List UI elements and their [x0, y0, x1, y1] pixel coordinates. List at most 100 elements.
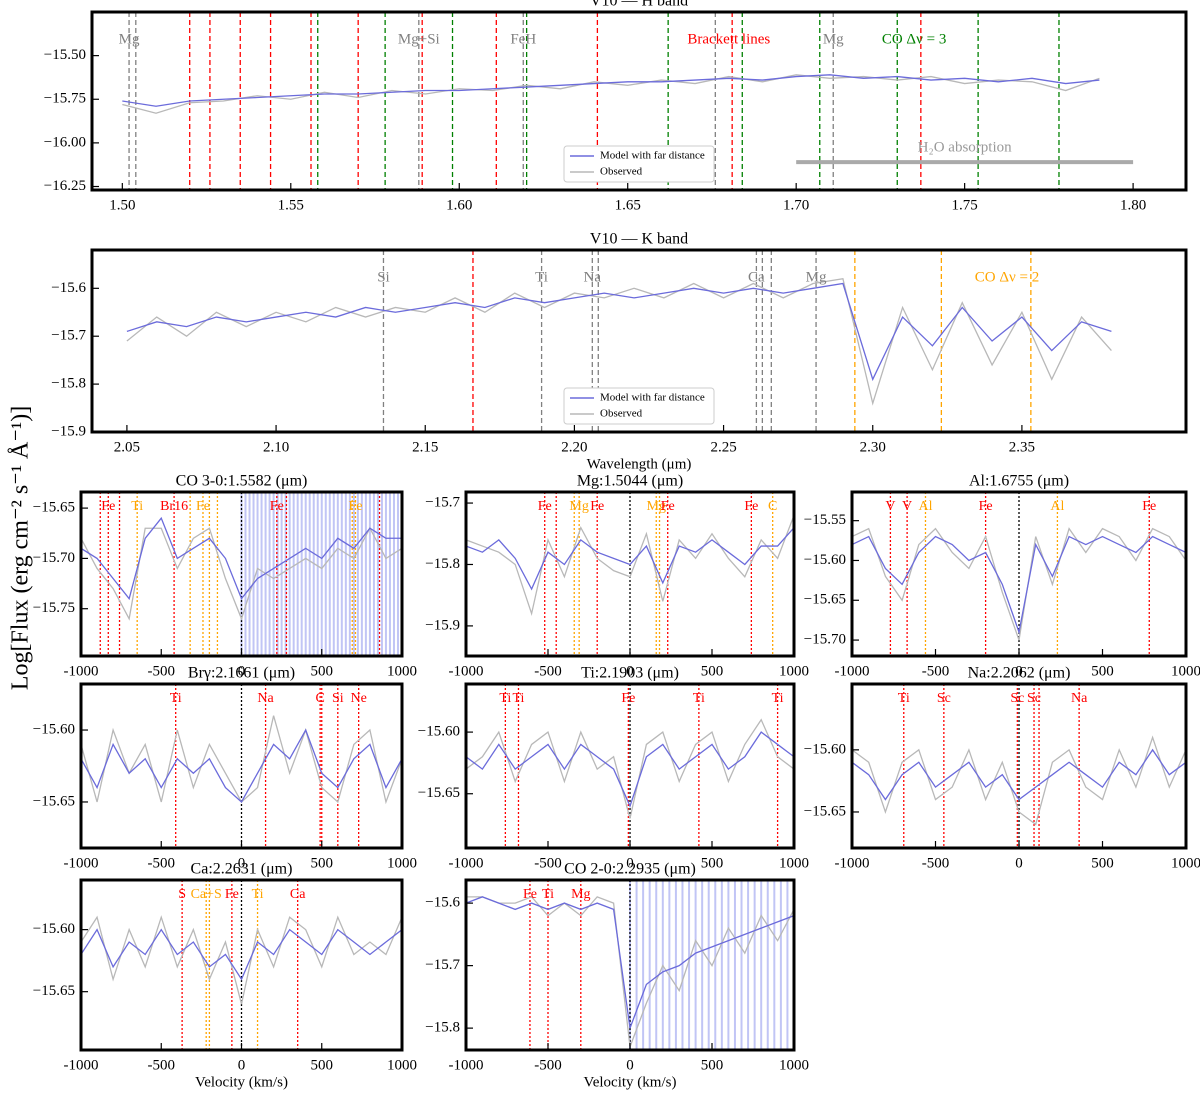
x-tick-label: 1000 [779, 663, 809, 679]
spectrum-line [81, 928, 402, 981]
axes-frame [79, 490, 404, 658]
spectrum-line [81, 526, 402, 621]
y-tick-label: −15.75 [44, 91, 86, 107]
x-tick-label: 1000 [1171, 855, 1200, 871]
y-tick-label: −15.60 [804, 741, 846, 757]
line-label: Ti [170, 691, 182, 706]
y-tick-label: −15.65 [33, 793, 75, 809]
spectrum-line [81, 728, 402, 803]
legend-label: Observed [600, 408, 643, 420]
line-label: Ti [772, 691, 784, 706]
y-axis-label: Log[Flux (erg cm⁻² s⁻¹ Å⁻¹)] [8, 406, 34, 690]
line-label: Fe [590, 499, 604, 514]
x-tick-label: 1000 [779, 855, 809, 871]
spectrum-line [852, 527, 1186, 641]
y-tick-label: −16.25 [44, 178, 86, 194]
y-tick-label: −15.6 [51, 280, 86, 296]
line-label: Ti [693, 691, 705, 706]
x-tick-label: -1000 [449, 855, 484, 871]
line-label: Ti [499, 691, 511, 706]
line-label: Na [584, 269, 602, 285]
plot-area [852, 684, 1186, 848]
y-tick-label: −15.55 [804, 512, 846, 528]
spectrum-line [122, 74, 1100, 114]
axes-frame [464, 682, 796, 850]
x-tick-label: 2.25 [710, 439, 736, 455]
line-label: Ca [290, 887, 306, 902]
y-tick-label: −15.65 [418, 785, 460, 801]
x-tick-label: -500 [534, 855, 562, 871]
y-tick-label: −15.70 [33, 550, 75, 566]
plot-area [81, 684, 402, 848]
plot-area [466, 492, 794, 656]
spectrum-line [126, 277, 1112, 406]
line-label: FeH [510, 31, 536, 47]
spectrum-line [852, 748, 1186, 801]
line-label: Mg [571, 887, 590, 902]
band-label: H₂O absorption [918, 140, 1012, 156]
y-tick-label: −15.7 [425, 957, 460, 973]
legend-label: Observed [600, 166, 643, 178]
x-tick-label: 0 [626, 1057, 634, 1073]
x-tick-label: -500 [534, 1057, 562, 1073]
y-tick-label: −15.9 [425, 617, 460, 633]
spectrum-line [466, 515, 794, 617]
y-tick-label: −15.8 [425, 1020, 460, 1036]
spectrum-line [81, 915, 402, 1005]
line-label: Al [1050, 499, 1064, 514]
line-label: Fe [523, 887, 537, 902]
line-label: Fe [101, 499, 115, 514]
plot-area [126, 250, 1112, 432]
x-tick-label: 0 [238, 855, 246, 871]
x-tick-label: -1000 [835, 663, 870, 679]
x-tick-label: 2.35 [1009, 439, 1035, 455]
line-label: Ti [252, 887, 264, 902]
line-label: Na [1071, 691, 1088, 706]
line-label: Ca [748, 269, 765, 285]
x-tick-label: 500 [1091, 663, 1114, 679]
line-label: Ti [131, 499, 143, 514]
x-tick-label: -1000 [449, 663, 484, 679]
line-label: Si [377, 269, 390, 285]
panel-title: V10 — K band [590, 231, 688, 248]
annotation: CO Δν = 2 [975, 269, 1039, 285]
x-tick-label: -500 [148, 855, 176, 871]
line-label: C [768, 499, 777, 514]
x-tick-label: -500 [148, 1057, 176, 1073]
x-tick-label: 0 [1015, 855, 1023, 871]
axes-frame [464, 490, 796, 658]
x-tick-label: 2.15 [412, 439, 438, 455]
plot-area [81, 492, 402, 656]
panel-title: Ti:2.1903 (μm) [581, 665, 679, 682]
line-label: Al [918, 499, 932, 514]
y-tick-label: −15.9 [51, 423, 86, 439]
x-tick-label: 500 [311, 1057, 334, 1073]
panel-title: Ca:2.2631 (μm) [191, 861, 293, 878]
x-tick-label: 1.65 [615, 197, 641, 213]
x-tick-label: 1.70 [783, 197, 809, 213]
line-label: Ti [513, 691, 525, 706]
y-tick-label: −15.75 [33, 600, 75, 616]
line-label: C [315, 691, 324, 706]
legend-label: Model with far distance [600, 150, 705, 162]
x-tick-label: 1.50 [109, 197, 135, 213]
legend-box [563, 145, 715, 183]
line-label: Mg+Si [398, 31, 440, 47]
line-label: Ca+S [191, 887, 222, 902]
line-label: Fe [270, 499, 284, 514]
x-tick-label: 1.80 [1120, 197, 1146, 213]
x-tick-label: 2.10 [263, 439, 289, 455]
panel-title: Mg:1.5044 (μm) [577, 473, 683, 490]
x-tick-label: 1000 [779, 1057, 809, 1073]
line-label: Br16 [160, 499, 188, 514]
spectrum-line [466, 527, 794, 591]
x-tick-label: 500 [1091, 855, 1114, 871]
x-tick-label: 1000 [387, 663, 417, 679]
x-axis-label: Velocity (km/s) [195, 1074, 288, 1090]
axes-frame [90, 10, 1188, 192]
line-label: Fe [744, 499, 758, 514]
x-tick-label: 0 [1015, 663, 1023, 679]
x-tick-label: 0 [238, 1057, 246, 1073]
y-tick-label: −15.60 [33, 921, 75, 937]
x-tick-label: 2.30 [860, 439, 886, 455]
